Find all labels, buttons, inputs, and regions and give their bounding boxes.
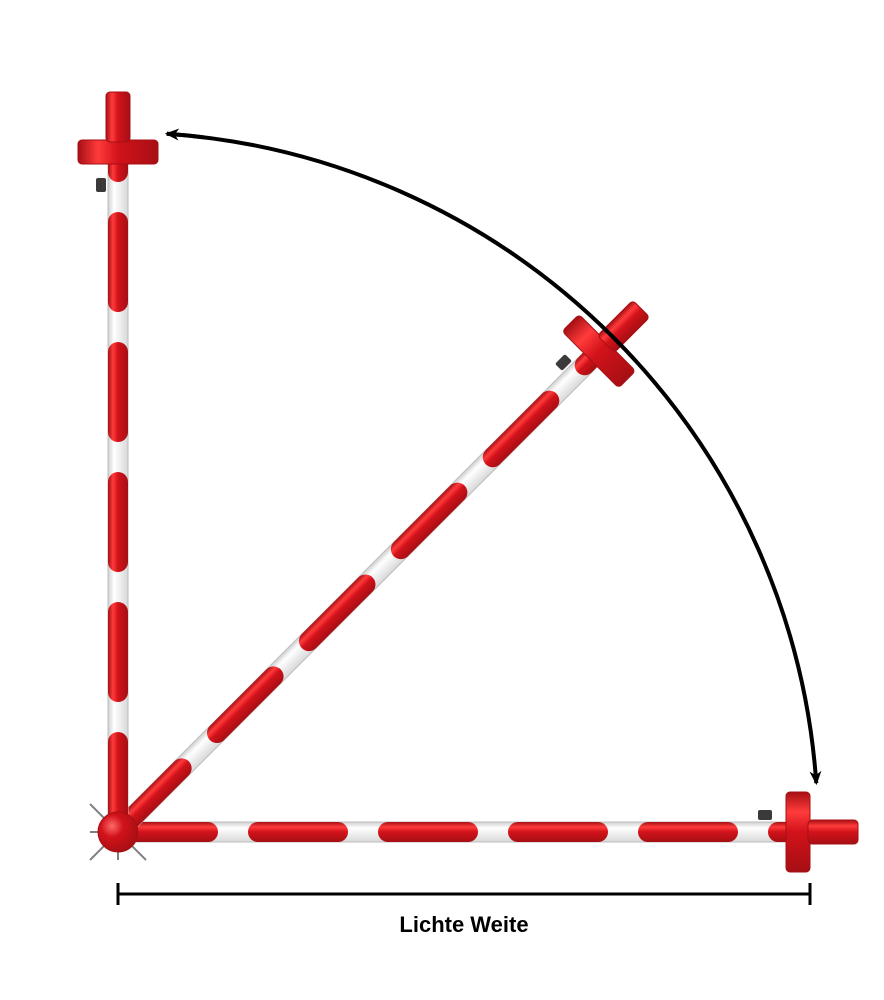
- dimension-label: Lichte Weite: [399, 912, 528, 937]
- end-knob: [96, 178, 106, 192]
- pivot-ball-icon: [98, 812, 138, 852]
- end-knob: [758, 810, 772, 820]
